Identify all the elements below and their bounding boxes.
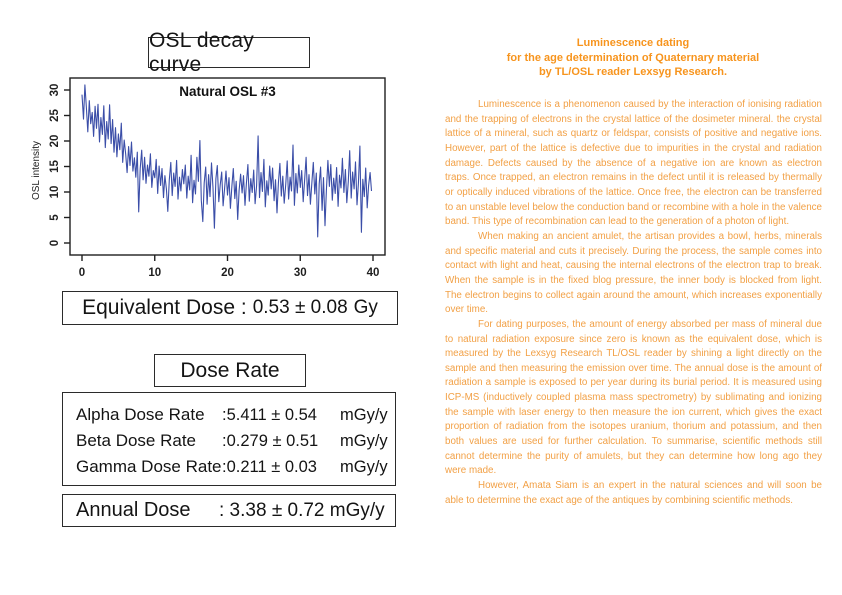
annual-dose-value: : 3.38 ± 0.72 mGy/y (219, 500, 395, 522)
equivalent-dose-value: 0.53 ± 0.08 (252, 297, 348, 318)
gamma-dose-rate-value: :0.211 ± 0.03 (222, 458, 317, 476)
equivalent-dose-unit: Gy (353, 297, 378, 318)
equivalent-dose-box: Equivalent Dose : 0.53 ± 0.08 Gy (62, 291, 398, 325)
beta-dose-rate-unit: mGy/y (340, 432, 388, 450)
annual-dose-box: Annual Dose : 3.38 ± 0.72 mGy/y (62, 494, 396, 527)
svg-text:30: 30 (294, 267, 307, 279)
article-paragraph-1: Luminescence is a phenomenon caused by t… (445, 99, 822, 228)
svg-text:30: 30 (49, 84, 61, 97)
annual-dose-number: : 3.38 ± 0.72 (219, 499, 325, 521)
dose-rates-table: Alpha Dose Rate :5.411 ± 0.54 mGy/y Beta… (62, 392, 396, 486)
osl-decay-curve-heading: OSL decay curve (148, 29, 310, 76)
alpha-dose-rate-unit: mGy/y (340, 406, 388, 424)
annual-dose-row: Annual Dose : 3.38 ± 0.72 mGy/y (76, 499, 395, 522)
beta-dose-rate-value: :0.279 ± 0.51 (222, 432, 319, 450)
svg-text:OSL intensity: OSL intensity (31, 141, 42, 200)
article-title: Luminescence dating for the age determin… (445, 36, 821, 80)
gamma-dose-rate-unit: mGy/y (340, 458, 388, 476)
svg-text:25: 25 (49, 109, 61, 122)
table-row-beta: Beta Dose Rate :0.279 ± 0.51 mGy/y (76, 428, 395, 454)
equivalent-dose-label: Equivalent Dose : (82, 296, 247, 319)
dose-rate-heading-label: Dose Rate (180, 358, 280, 382)
svg-text:40: 40 (367, 267, 380, 279)
annual-dose-label: Annual Dose (76, 499, 191, 521)
article-paragraph-2: When making an ancient amulet, the artis… (445, 230, 822, 316)
osl-decay-curve-heading-label: OSL decay curve (149, 28, 254, 76)
article-title-line-1: Luminescence dating (576, 37, 690, 49)
osl-chart-svg: 0 10 20 30 40 0 5 10 15 20 25 30 OSL intensity Natura… (31, 77, 386, 279)
gamma-dose-rate-label: Gamma Dose Rate (76, 457, 222, 476)
svg-text:20: 20 (49, 135, 61, 148)
svg-text:20: 20 (221, 267, 234, 279)
article-paragraph-3: For dating purposes, the amount of energ… (445, 318, 822, 477)
table-row-alpha: Alpha Dose Rate :5.411 ± 0.54 mGy/y (76, 402, 395, 428)
svg-text:10: 10 (148, 267, 161, 279)
article-title-line-3: by TL/OSL reader Lexsyg Research. (538, 66, 728, 78)
article-body: Luminescence is a phenomenon caused by t… (445, 98, 822, 508)
alpha-dose-rate-value: :5.411 ± 0.54 (222, 406, 317, 424)
svg-text:15: 15 (49, 160, 61, 173)
svg-text:10: 10 (49, 186, 61, 199)
svg-text:Natural OSL #3: Natural OSL #3 (179, 84, 276, 99)
table-row-gamma: Gamma Dose Rate :0.211 ± 0.03 mGy/y (76, 454, 395, 480)
osl-decay-chart: 0 10 20 30 40 0 5 10 15 20 25 30 OSL intensity Natura… (28, 70, 400, 288)
svg-text:0: 0 (49, 240, 61, 246)
svg-text:5: 5 (49, 214, 61, 221)
alpha-dose-rate-label: Alpha Dose Rate (76, 405, 205, 424)
svg-text:0: 0 (79, 267, 85, 279)
beta-dose-rate-label: Beta Dose Rate (76, 431, 197, 450)
dose-rate-heading: Dose Rate (154, 354, 306, 387)
article-paragraph-4: However, Amata Siam is an expert in the … (445, 480, 822, 506)
annual-dose-unit: mGy/y (329, 499, 385, 521)
article-title-line-2: for the age determination of Quaternary … (506, 51, 760, 64)
